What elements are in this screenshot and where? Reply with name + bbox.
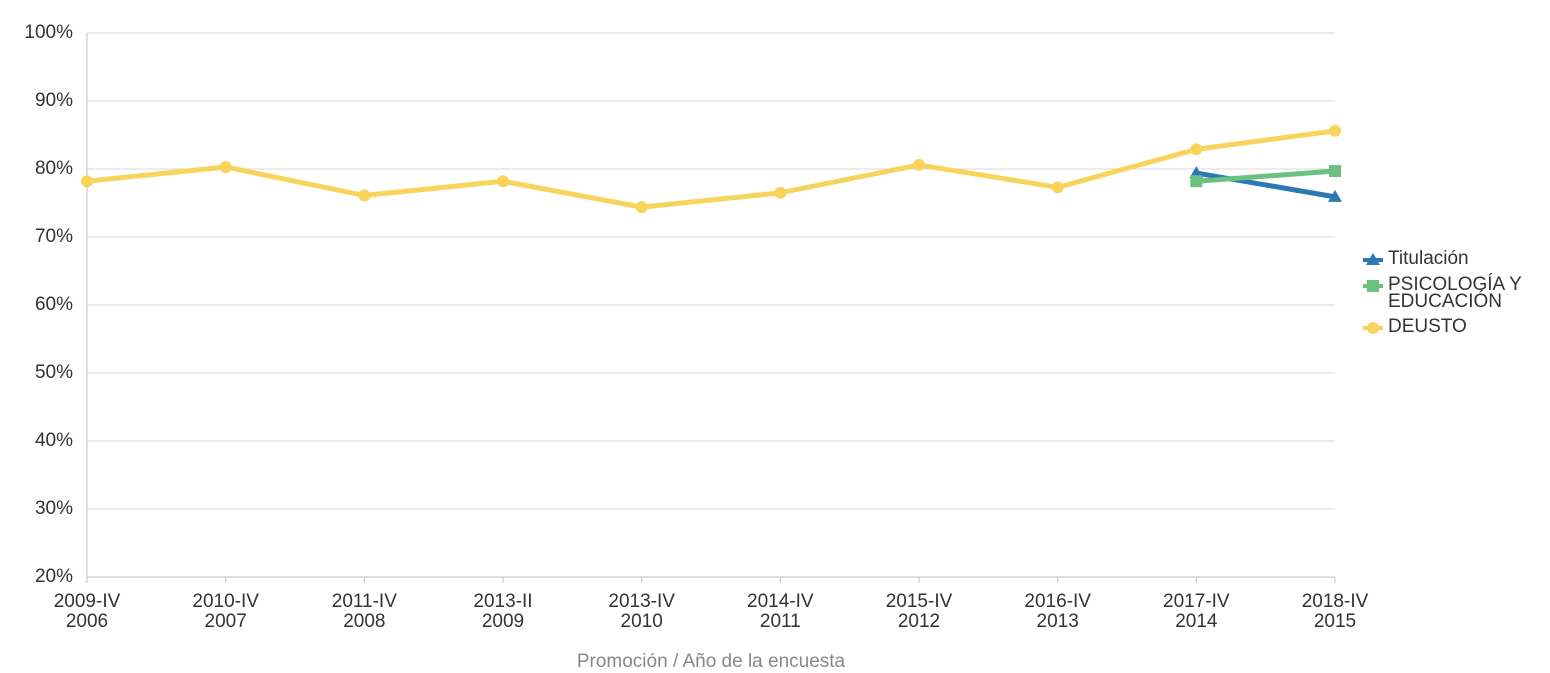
x-tick-label: 2015-IV — [886, 591, 953, 612]
x-tick-label: 2007 — [205, 611, 247, 632]
data-point — [1329, 165, 1341, 178]
x-tick-label: 2013-II — [473, 591, 532, 612]
x-tick-label: 2016-IV — [1024, 591, 1091, 612]
x-tick-label: 2018-IV — [1302, 591, 1369, 612]
legend-entry: Titulación — [1362, 248, 1547, 269]
x-tick-label: 2009-IV — [54, 591, 121, 612]
data-point — [1189, 166, 1204, 179]
x-tick-label: 2014-IV — [747, 591, 814, 612]
y-tick-label: 40% — [35, 430, 73, 451]
legend-icon — [1363, 253, 1383, 265]
x-tick-label: 2012 — [898, 611, 940, 632]
y-tick-label: 100% — [24, 22, 73, 43]
legend-entry: DEUSTO — [1362, 316, 1547, 337]
data-point — [1329, 124, 1341, 137]
legend-icon — [1363, 322, 1383, 334]
series-line — [1196, 168, 1336, 184]
y-tick-label: 30% — [35, 498, 73, 519]
y-tick-label: 80% — [35, 158, 73, 179]
data-point — [1190, 143, 1203, 156]
x-tick-label: 2010 — [621, 611, 663, 632]
legend-marker — [1367, 280, 1379, 292]
data-point — [358, 189, 371, 202]
legend-entry: PSICOLOGÍA Y EDUCACIÓN — [1362, 274, 1547, 312]
legend-label: PSICOLOGÍA Y EDUCACIÓN — [1388, 274, 1522, 312]
y-tick-label: 60% — [35, 294, 73, 315]
x-tick-label: 2011-IV — [332, 591, 397, 612]
y-tick-label: 50% — [35, 362, 73, 383]
data-point — [1051, 181, 1064, 194]
legend: Titulación PSICOLOGÍA Y EDUCACIÓN DEUSTO — [1362, 248, 1547, 344]
legend-marker — [1367, 322, 1379, 334]
legend-icon — [1363, 280, 1383, 292]
x-tick-label: 2006 — [66, 611, 108, 632]
legend-label: Titulación — [1388, 248, 1469, 269]
x-tick-label: 2013-IV — [608, 591, 675, 612]
data-point — [1190, 175, 1203, 188]
data-point — [774, 186, 787, 199]
x-tick-label: 2008 — [343, 611, 385, 632]
data-point — [913, 158, 925, 171]
series-line — [86, 128, 1336, 210]
y-tick-label: 20% — [35, 566, 73, 587]
y-tick-label: 70% — [35, 226, 73, 247]
data-point — [219, 160, 232, 173]
x-tick-label: 2017-IV — [1163, 591, 1230, 612]
x-tick-label: 2010-IV — [192, 591, 259, 612]
x-tick-label: 2015 — [1314, 611, 1356, 632]
data-point — [1328, 189, 1342, 202]
y-tick-label: 90% — [35, 90, 73, 111]
data-point — [81, 175, 93, 188]
data-point — [497, 175, 509, 188]
x-axis-title: Promoción / Año de la encuesta — [577, 651, 846, 672]
legend-label: DEUSTO — [1388, 316, 1467, 337]
x-tick-label: 2013 — [1037, 611, 1079, 632]
x-tick-label: 2011 — [760, 611, 801, 632]
x-tick-label: 2009 — [482, 611, 524, 632]
x-tick-label: 2014 — [1175, 611, 1218, 632]
legend-marker — [1366, 253, 1380, 265]
data-point — [635, 201, 648, 214]
